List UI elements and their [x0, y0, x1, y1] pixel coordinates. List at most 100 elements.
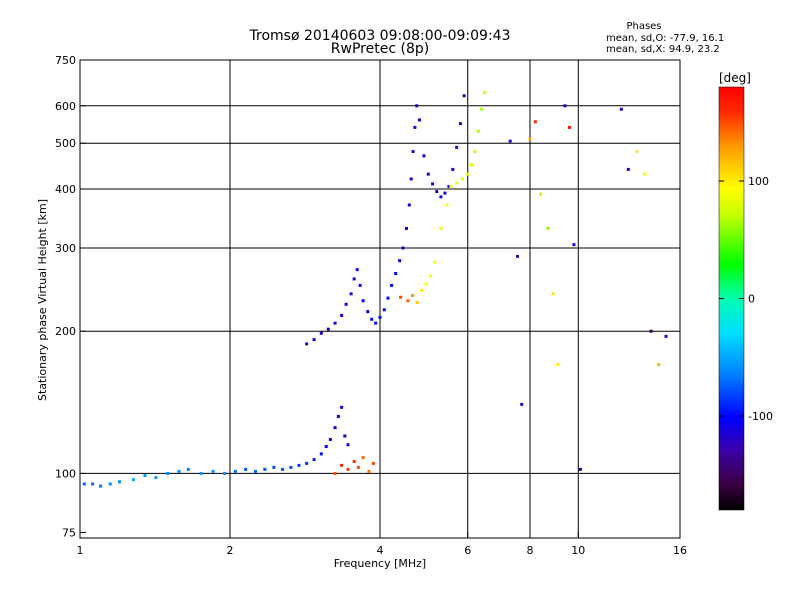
data-point: [413, 125, 417, 129]
x-tick-label: 10: [571, 544, 585, 557]
data-point: [394, 271, 398, 275]
data-point: [635, 150, 639, 154]
colorbar-tick-label: 100: [748, 175, 769, 188]
data-point: [358, 283, 362, 287]
data-point: [281, 467, 285, 471]
data-point: [469, 163, 473, 167]
data-point: [443, 191, 447, 195]
data-point: [435, 190, 439, 194]
data-point: [91, 482, 95, 486]
data-point: [319, 331, 323, 335]
data-point: [289, 465, 293, 469]
data-point: [263, 467, 267, 471]
data-point: [422, 154, 426, 158]
y-axis-label: Stationary phase Virtual Height [km]: [36, 199, 49, 401]
stats-line-x: mean, sd,X: 94.9, 23.2: [606, 44, 720, 55]
data-point: [528, 137, 532, 141]
data-point: [326, 327, 330, 331]
data-point: [371, 461, 375, 465]
data-points: [82, 91, 668, 488]
data-point: [352, 277, 356, 281]
data-point: [361, 456, 365, 460]
x-tick-label: 8: [527, 544, 534, 557]
chart-title: Tromsø 20140603 09:08:00-09:09:43: [249, 28, 511, 44]
colorbar-tick-label: -100: [748, 410, 773, 423]
data-point: [458, 122, 462, 126]
data-point: [411, 150, 415, 154]
data-point: [556, 363, 560, 367]
data-point: [374, 321, 378, 325]
data-point: [626, 167, 630, 171]
data-point: [346, 467, 350, 471]
data-point: [333, 426, 337, 430]
data-point: [455, 181, 459, 185]
x-axis-label: Frequency [MHz]: [334, 557, 426, 570]
data-point: [340, 405, 344, 409]
data-point: [244, 467, 248, 471]
y-tick-label: 300: [55, 242, 76, 255]
data-point: [451, 167, 455, 171]
x-tick-label: 1: [77, 544, 84, 557]
data-point: [567, 125, 571, 129]
stats-line-o: mean, sd,O: -77.9, 16.1: [606, 33, 724, 44]
data-point: [428, 274, 432, 278]
data-point: [533, 120, 537, 124]
data-point: [417, 118, 421, 122]
data-point: [355, 268, 359, 272]
data-point: [406, 299, 410, 303]
data-point: [297, 463, 301, 467]
data-point: [520, 402, 524, 406]
data-point: [619, 107, 623, 111]
data-point: [186, 467, 190, 471]
data-point: [424, 282, 428, 286]
x-tick-label: 6: [464, 544, 471, 557]
stats-title: Phases: [626, 21, 661, 32]
y-tick-label: 500: [55, 137, 76, 150]
data-point: [460, 177, 464, 181]
colorbar-tick-label: 0: [748, 293, 755, 306]
data-point: [664, 334, 668, 338]
data-point: [411, 294, 415, 298]
data-point: [447, 184, 451, 188]
data-point: [82, 482, 86, 486]
data-point: [366, 310, 370, 314]
data-point: [356, 465, 360, 469]
data-point: [473, 150, 477, 154]
data-point: [223, 471, 227, 475]
data-point: [340, 463, 344, 467]
data-point: [199, 471, 203, 475]
data-point: [426, 172, 430, 176]
data-point: [343, 434, 347, 438]
data-point: [445, 203, 449, 207]
data-point: [476, 129, 480, 133]
data-point: [643, 172, 647, 176]
data-point: [398, 259, 402, 263]
data-point: [253, 469, 257, 473]
data-point: [305, 461, 309, 465]
data-point: [370, 317, 374, 321]
data-point: [166, 471, 170, 475]
data-point: [361, 299, 365, 303]
data-point: [346, 443, 350, 447]
data-point: [143, 473, 147, 477]
data-point: [131, 478, 135, 482]
data-point: [349, 292, 353, 296]
data-point: [319, 452, 323, 456]
data-point: [154, 476, 158, 480]
plot-area: [79, 59, 681, 539]
data-point: [312, 338, 316, 342]
data-point: [333, 321, 337, 325]
data-point: [439, 226, 443, 230]
data-point: [563, 104, 567, 108]
data-point: [551, 292, 555, 296]
y-tick-label: 100: [55, 467, 76, 480]
data-point: [386, 296, 390, 300]
data-point: [449, 184, 453, 188]
data-point: [546, 226, 550, 230]
data-point: [233, 469, 237, 473]
data-point: [108, 482, 112, 486]
data-point: [415, 104, 419, 108]
data-point: [480, 107, 484, 111]
data-point: [539, 192, 543, 196]
x-axis: 1 2 4 6 8 10 16: [77, 532, 687, 557]
